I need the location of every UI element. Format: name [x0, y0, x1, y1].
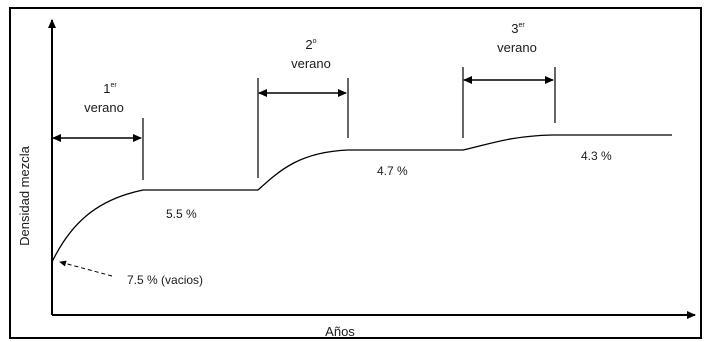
x-axis-title: Años — [325, 324, 355, 339]
density-curve — [51, 134, 672, 263]
voids-after-summer-1: 5.5 % — [166, 207, 197, 221]
voids-after-summer-2: 4.7 % — [377, 164, 408, 178]
voids-pointer — [59, 260, 113, 277]
summer-2-word: verano — [291, 56, 331, 71]
summer-3-label: 3er — [511, 21, 525, 36]
y-axis-title: Densidad mezcla — [17, 145, 32, 245]
summer-1-word: verano — [84, 100, 124, 115]
summer-1-label: 1er — [103, 81, 117, 96]
diagram-frame — [9, 7, 702, 339]
voids-after-summer-3: 4.3 % — [581, 149, 612, 163]
voids-initial-label: 7.5 % (vacios) — [127, 273, 203, 287]
summer-3-word: verano — [497, 40, 537, 55]
summer-2-label: 2o — [305, 37, 316, 52]
